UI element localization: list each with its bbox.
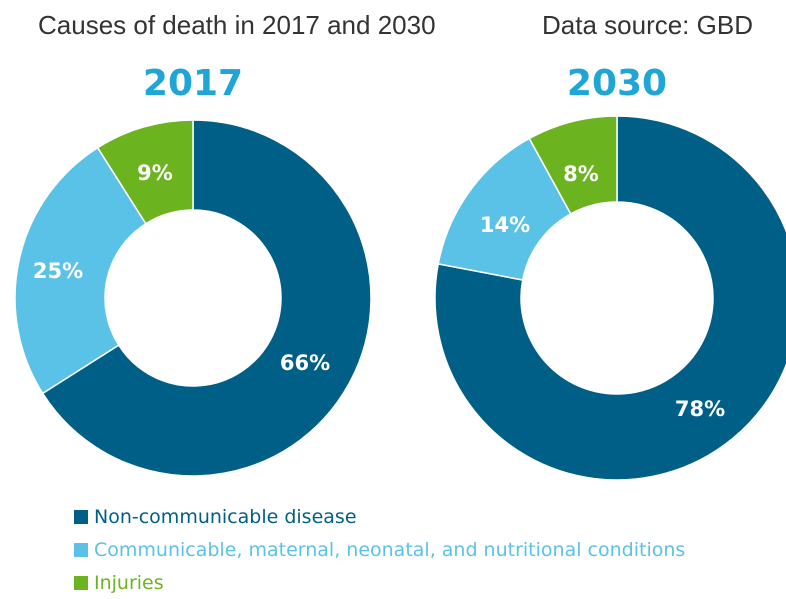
year-label-2030: 2030 [567,63,667,104]
data-source-label: Data source: GBD [542,10,753,40]
chart-legend: Non-communicable disease Communicable, m… [74,500,685,599]
slice-label-non-communicable-2017: 66% [280,351,330,375]
legend-label-communicable: Communicable, maternal, neonatal, and nu… [94,538,686,561]
donut-slice-injuries-2017 [96,119,194,225]
legend-item-non-communicable: Non-communicable disease [74,500,685,533]
donut-slices-2030 [434,115,786,481]
slice-label-communicable-2017: 25% [33,259,83,283]
legend-swatch-injuries [74,575,88,590]
legend-item-communicable: Communicable, maternal, neonatal, and nu… [74,533,685,566]
donut-slices-2017 [14,119,372,477]
donut-slice-communicable-2017 [14,146,147,395]
donut-chart-2030: 2030 78% 14% 8% [434,63,786,481]
year-label-2017: 2017 [143,63,243,104]
legend-label-non-communicable: Non-communicable disease [94,505,357,528]
donut-slice-non-communicable-2030 [434,115,786,481]
slice-label-communicable-2030: 14% [480,213,530,237]
slice-label-non-communicable-2030: 78% [675,397,725,421]
donut-slice-injuries-2030 [528,115,618,215]
legend-label-injuries: Injuries [94,571,164,594]
chart-title: Causes of death in 2017 and 2030 [38,10,436,40]
donut-chart-2017: 2017 66% 25% 9% [14,63,372,477]
slice-label-injuries-2017: 9% [137,161,173,185]
legend-item-injuries: Injuries [74,566,685,599]
slice-label-injuries-2030: 8% [563,162,599,186]
donut-slice-non-communicable-2017 [41,119,372,477]
legend-swatch-communicable [74,542,88,557]
legend-swatch-non-communicable [74,509,88,524]
